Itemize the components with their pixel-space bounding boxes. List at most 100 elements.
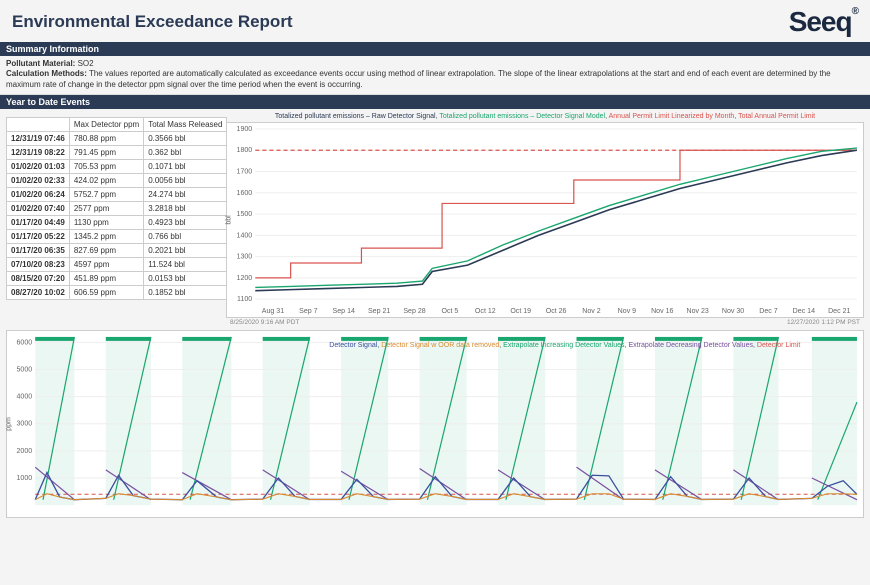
svg-text:Nov 9: Nov 9 xyxy=(618,308,637,315)
cell-dt: 07/10/20 08:23 xyxy=(7,258,70,272)
cell-dt: 08/27/20 10:02 xyxy=(7,286,70,300)
svg-text:Sep 7: Sep 7 xyxy=(299,308,318,315)
col-date xyxy=(7,118,70,132)
cell-mass: 0.1852 bbl xyxy=(144,286,227,300)
bottom-chart-wrap: ppm 1000 2000 3000 4000 5000 6000 Detector Sig… xyxy=(0,328,870,522)
table-row: 07/10/20 08:234597 ppm11.524 bbl xyxy=(7,258,227,272)
table-row: 01/02/20 01:03705.53 ppm0.1071 bbl xyxy=(7,160,227,174)
svg-text:Oct 5: Oct 5 xyxy=(441,308,458,315)
table-row: 01/17/20 04:491130 ppm0.4923 bbl xyxy=(7,216,227,230)
cell-dt: 01/02/20 07:40 xyxy=(7,202,70,216)
table-row: 12/31/19 08:22791.45 ppm0.362 bbl xyxy=(7,146,227,160)
cell-dt: 01/02/20 06:24 xyxy=(7,188,70,202)
table-row: 01/17/20 05:221345.2 ppm0.766 bbl xyxy=(7,230,227,244)
cell-mass: 0.362 bbl xyxy=(144,146,227,160)
top-y-label: bbl xyxy=(226,216,233,225)
cell-dt: 01/17/20 06:35 xyxy=(7,244,70,258)
svg-text:1300: 1300 xyxy=(237,254,253,261)
content-row: Max Detector ppm Total Mass Released 12/… xyxy=(0,109,870,328)
seeq-logo: Seeq® xyxy=(789,6,858,38)
cell-max: 451.89 ppm xyxy=(69,272,143,286)
summary-body: Pollutant Material: SO2 Calculation Meth… xyxy=(0,56,870,95)
svg-text:1000: 1000 xyxy=(17,475,33,482)
calc-value: The values reported are automatically ca… xyxy=(6,69,831,88)
cell-mass: 0.1071 bbl xyxy=(144,160,227,174)
cell-dt: 01/17/20 04:49 xyxy=(7,216,70,230)
cell-max: 705.53 ppm xyxy=(69,160,143,174)
cell-max: 2577 ppm xyxy=(69,202,143,216)
calc-label: Calculation Methods: xyxy=(6,69,87,78)
table-row: 01/02/20 07:402577 ppm3.2818 bbl xyxy=(7,202,227,216)
events-table: Max Detector ppm Total Mass Released 12/… xyxy=(6,117,227,300)
svg-text:Sep 21: Sep 21 xyxy=(368,308,390,315)
svg-text:Nov 30: Nov 30 xyxy=(722,308,744,315)
cell-max: 424.02 ppm xyxy=(69,174,143,188)
cell-dt: 01/02/20 01:03 xyxy=(7,160,70,174)
svg-text:4000: 4000 xyxy=(17,394,33,401)
pollutant-label: Pollutant Material: xyxy=(6,59,75,68)
table-row: 01/02/20 06:245752.7 ppm24.274 bbl xyxy=(7,188,227,202)
cell-mass: 0.0056 bbl xyxy=(144,174,227,188)
svg-text:2000: 2000 xyxy=(17,448,33,455)
svg-text:Nov 16: Nov 16 xyxy=(651,308,673,315)
summary-section-bar: Summary Information xyxy=(0,42,870,56)
svg-text:Nov 23: Nov 23 xyxy=(686,308,708,315)
svg-text:6000: 6000 xyxy=(17,340,33,347)
cell-max: 4597 ppm xyxy=(69,258,143,272)
cell-mass: 24.274 bbl xyxy=(144,188,227,202)
svg-text:1800: 1800 xyxy=(237,147,253,154)
cell-dt: 12/31/19 08:22 xyxy=(7,146,70,160)
top-time-right: 12/27/2020 1:12 PM PST xyxy=(787,319,860,326)
cell-dt: 01/02/20 02:33 xyxy=(7,174,70,188)
svg-text:1100: 1100 xyxy=(237,296,252,303)
top-chart-legend: Totalized pollutant emissions – Raw Dete… xyxy=(226,113,864,122)
svg-text:Oct 19: Oct 19 xyxy=(510,308,531,315)
cell-mass: 11.524 bbl xyxy=(144,258,227,272)
top-chart-wrap: Totalized pollutant emissions – Raw Dete… xyxy=(222,109,870,328)
svg-text:Oct 12: Oct 12 xyxy=(475,308,496,315)
table-row: 08/27/20 10:02606.59 ppm0.1852 bbl xyxy=(7,286,227,300)
pollutant-value: SO2 xyxy=(78,59,94,68)
report-title: Environmental Exceedance Report xyxy=(12,12,293,32)
cell-max: 780.88 ppm xyxy=(69,132,143,146)
cell-max: 791.45 ppm xyxy=(69,146,143,160)
cell-max: 5752.7 ppm xyxy=(69,188,143,202)
svg-text:Oct 26: Oct 26 xyxy=(546,308,567,315)
cell-mass: 3.2818 bbl xyxy=(144,202,227,216)
svg-text:Dec 21: Dec 21 xyxy=(828,308,850,315)
svg-text:1400: 1400 xyxy=(237,233,253,240)
table-row: 01/17/20 06:35827.69 ppm0.2021 bbl xyxy=(7,244,227,258)
svg-text:Nov 2: Nov 2 xyxy=(582,308,601,315)
table-row: 01/02/20 02:33424.02 ppm0.0056 bbl xyxy=(7,174,227,188)
table-row: 08/15/20 07:20451.89 ppm0.0153 bbl xyxy=(7,272,227,286)
svg-text:5000: 5000 xyxy=(17,367,33,374)
bottom-y-label: ppm xyxy=(6,417,13,431)
cell-mass: 0.2021 bbl xyxy=(144,244,227,258)
col-max: Max Detector ppm xyxy=(69,118,143,132)
cell-max: 1130 ppm xyxy=(69,216,143,230)
svg-text:1200: 1200 xyxy=(237,275,253,282)
svg-text:1900: 1900 xyxy=(237,126,253,133)
cell-mass: 0.4923 bbl xyxy=(144,216,227,230)
table-row: 12/31/19 07:46780.88 ppm0.3566 bbl xyxy=(7,132,227,146)
svg-text:1600: 1600 xyxy=(237,190,253,197)
top-chart[interactable]: bbl 110012001300140015001600170018001900… xyxy=(226,122,864,318)
cell-mass: 0.3566 bbl xyxy=(144,132,227,146)
svg-text:Dec 14: Dec 14 xyxy=(793,308,815,315)
svg-text:1700: 1700 xyxy=(237,169,253,176)
cell-max: 606.59 ppm xyxy=(69,286,143,300)
cell-max: 827.69 ppm xyxy=(69,244,143,258)
ytd-section-bar: Year to Date Events xyxy=(0,95,870,109)
cell-dt: 01/17/20 05:22 xyxy=(7,230,70,244)
cell-max: 1345.2 ppm xyxy=(69,230,143,244)
col-mass: Total Mass Released xyxy=(144,118,227,132)
top-time-caption: 8/25/2020 9:16 AM PDT 12/27/2020 1:12 PM… xyxy=(226,318,864,326)
cell-dt: 12/31/19 07:46 xyxy=(7,132,70,146)
report-header: Environmental Exceedance Report Seeq® xyxy=(0,0,870,42)
svg-text:3000: 3000 xyxy=(17,421,33,428)
events-table-wrap: Max Detector ppm Total Mass Released 12/… xyxy=(0,109,222,328)
cell-mass: 0.0153 bbl xyxy=(144,272,227,286)
svg-text:Detector Signal, Detector Sign: Detector Signal, Detector Signal w OOR d… xyxy=(329,342,800,349)
cell-mass: 0.766 bbl xyxy=(144,230,227,244)
bottom-chart[interactable]: ppm 1000 2000 3000 4000 5000 6000 Detector Sig… xyxy=(6,330,864,518)
